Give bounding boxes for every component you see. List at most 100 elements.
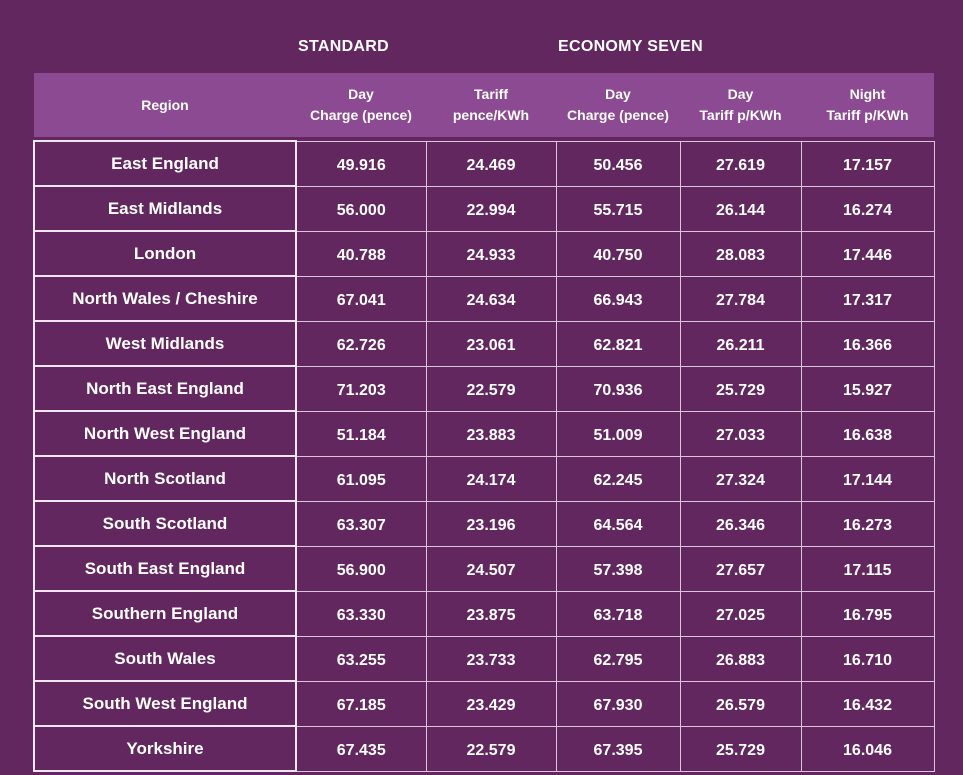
e7-day-charge-cell: 51.009 [555, 410, 681, 457]
e7-day-charge-cell: 62.821 [555, 320, 681, 367]
header-e7-day-tariff: Day Tariff p/KWh [680, 73, 801, 137]
header-standard-tariff-line2: pence/KWh [452, 107, 530, 123]
header-e7-day-charge-line2: Charge (pence) [567, 107, 669, 123]
standard-tariff-cell: 24.174 [425, 455, 557, 502]
standard-day-charge-cell: 67.435 [295, 725, 427, 772]
table-row: East Midlands 56.000 22.994 55.715 26.14… [33, 185, 935, 232]
e7-night-tariff-cell: 17.115 [800, 545, 935, 592]
header-e7-night-tariff-line1: Night [849, 86, 886, 102]
header-standard-day-charge-line1: Day [348, 86, 374, 102]
economy-seven-group-label: ECONOMY SEVEN [558, 38, 703, 55]
standard-day-charge-cell: 49.916 [295, 140, 427, 187]
e7-day-charge-cell: 63.718 [555, 590, 681, 637]
standard-day-charge-cell: 63.255 [295, 635, 427, 682]
region-cell: East England [33, 140, 297, 187]
standard-tariff-cell: 24.469 [425, 140, 557, 187]
header-e7-day-tariff-line1: Day [727, 86, 754, 102]
e7-day-tariff-cell: 25.729 [679, 365, 802, 412]
e7-day-charge-cell: 70.936 [555, 365, 681, 412]
e7-day-tariff-cell: 27.025 [679, 590, 802, 637]
e7-night-tariff-cell: 17.144 [800, 455, 935, 502]
table-row: North East England 71.203 22.579 70.936 … [33, 365, 935, 412]
standard-day-charge-cell: 71.203 [295, 365, 427, 412]
standard-tariff-cell: 23.883 [425, 410, 557, 457]
table-row: South Wales 63.255 23.733 62.795 26.883 … [33, 635, 935, 682]
standard-day-charge-cell: 51.184 [295, 410, 427, 457]
standard-tariff-cell: 22.994 [425, 185, 557, 232]
region-cell: South West England [33, 680, 297, 727]
e7-night-tariff-cell: 16.274 [800, 185, 935, 232]
standard-tariff-cell: 23.429 [425, 680, 557, 727]
e7-day-charge-cell: 62.795 [555, 635, 681, 682]
region-cell: West Midlands [33, 320, 297, 367]
e7-night-tariff-cell: 16.273 [800, 500, 935, 547]
table-row: Yorkshire 67.435 22.579 67.395 25.729 16… [33, 725, 935, 772]
header-standard-day-charge-line2: Charge (pence) [310, 107, 412, 123]
region-cell: North Wales / Cheshire [33, 275, 297, 322]
e7-night-tariff-cell: 16.432 [800, 680, 935, 727]
standard-day-charge-cell: 56.900 [295, 545, 427, 592]
e7-night-tariff-cell: 16.366 [800, 320, 935, 367]
e7-day-tariff-cell: 27.619 [679, 140, 802, 187]
header-e7-night-tariff: Night Tariff p/KWh [801, 73, 934, 137]
table-row: South Scotland 63.307 23.196 64.564 26.3… [33, 500, 935, 547]
region-cell: East Midlands [33, 185, 297, 232]
table-header: Region Day Charge (pence) Tariff pence/KWh… [34, 73, 934, 137]
standard-tariff-cell: 24.634 [425, 275, 557, 322]
e7-day-tariff-cell: 27.657 [679, 545, 802, 592]
standard-day-charge-cell: 67.041 [295, 275, 427, 322]
e7-day-tariff-cell: 27.324 [679, 455, 802, 502]
header-row: Region Day Charge (pence) Tariff pence/KWh… [34, 73, 934, 137]
e7-day-charge-cell: 40.750 [555, 230, 681, 277]
e7-day-tariff-cell: 26.579 [679, 680, 802, 727]
header-standard-tariff-line1: Tariff [474, 86, 508, 102]
region-cell: Southern England [33, 590, 297, 637]
e7-day-charge-cell: 67.395 [555, 725, 681, 772]
table-row: South West England 67.185 23.429 67.930 … [33, 680, 935, 727]
header-e7-night-tariff-line2: Tariff p/KWh [826, 107, 909, 123]
standard-day-charge-cell: 56.000 [295, 185, 427, 232]
header-e7-day-charge-line1: Day [605, 86, 631, 102]
header-standard-tariff: Tariff pence/KWh [426, 73, 556, 137]
region-cell: North Scotland [33, 455, 297, 502]
e7-day-tariff-cell: 27.033 [679, 410, 802, 457]
table-row: Southern England 63.330 23.875 63.718 27… [33, 590, 935, 637]
region-cell: South Scotland [33, 500, 297, 547]
region-cell: North East England [33, 365, 297, 412]
e7-night-tariff-cell: 16.710 [800, 635, 935, 682]
standard-tariff-cell: 22.579 [425, 365, 557, 412]
table-row: North West England 51.184 23.883 51.009 … [33, 410, 935, 457]
standard-tariff-cell: 23.733 [425, 635, 557, 682]
region-cell: South East England [33, 545, 297, 592]
e7-day-tariff-cell: 27.784 [679, 275, 802, 322]
e7-day-charge-cell: 62.245 [555, 455, 681, 502]
e7-day-charge-cell: 66.943 [555, 275, 681, 322]
e7-night-tariff-cell: 15.927 [800, 365, 935, 412]
standard-tariff-cell: 23.196 [425, 500, 557, 547]
e7-day-charge-cell: 55.715 [555, 185, 681, 232]
e7-day-charge-cell: 67.930 [555, 680, 681, 727]
header-region-label: Region [141, 96, 189, 113]
region-cell: Yorkshire [33, 725, 297, 772]
standard-day-charge-cell: 63.307 [295, 500, 427, 547]
standard-tariff-cell: 22.579 [425, 725, 557, 772]
e7-night-tariff-cell: 17.446 [800, 230, 935, 277]
e7-night-tariff-cell: 17.157 [800, 140, 935, 187]
standard-day-charge-cell: 62.726 [295, 320, 427, 367]
e7-night-tariff-cell: 17.317 [800, 275, 935, 322]
standard-day-charge-cell: 61.095 [295, 455, 427, 502]
tariff-table: Region Day Charge (pence) Tariff pence/KWh… [33, 73, 935, 772]
e7-day-tariff-cell: 26.211 [679, 320, 802, 367]
header-e7-day-tariff-line2: Tariff p/KWh [699, 107, 782, 123]
e7-day-charge-cell: 64.564 [555, 500, 681, 547]
table-row: North Scotland 61.095 24.174 62.245 27.3… [33, 455, 935, 502]
header-region: Region [34, 73, 296, 137]
table-row: North Wales / Cheshire 67.041 24.634 66.… [33, 275, 935, 322]
standard-day-charge-cell: 63.330 [295, 590, 427, 637]
table-row: East England 49.916 24.469 50.456 27.619… [33, 140, 935, 187]
region-cell: North West England [33, 410, 297, 457]
table-row: South East England 56.900 24.507 57.398 … [33, 545, 935, 592]
e7-day-charge-cell: 50.456 [555, 140, 681, 187]
table-body: East England 49.916 24.469 50.456 27.619… [33, 137, 935, 772]
table-row: London 40.788 24.933 40.750 28.083 17.44… [33, 230, 935, 277]
